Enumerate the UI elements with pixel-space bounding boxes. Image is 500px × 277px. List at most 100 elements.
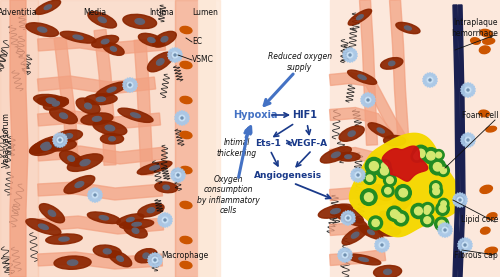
Ellipse shape (44, 97, 68, 110)
Circle shape (57, 137, 63, 143)
Circle shape (467, 139, 469, 141)
Circle shape (387, 206, 402, 221)
Polygon shape (38, 0, 175, 277)
Text: EC: EC (192, 37, 202, 47)
Ellipse shape (393, 186, 400, 191)
Ellipse shape (54, 256, 91, 269)
Polygon shape (458, 238, 472, 252)
Circle shape (365, 97, 371, 103)
Ellipse shape (130, 113, 140, 118)
Circle shape (438, 198, 449, 209)
Circle shape (439, 205, 446, 212)
Ellipse shape (138, 33, 164, 47)
Ellipse shape (37, 96, 66, 106)
Polygon shape (330, 188, 401, 206)
Ellipse shape (398, 201, 404, 207)
Ellipse shape (38, 224, 48, 230)
Ellipse shape (100, 134, 124, 144)
Ellipse shape (138, 161, 172, 175)
Polygon shape (330, 0, 500, 277)
Ellipse shape (73, 35, 83, 39)
Circle shape (394, 211, 408, 226)
Ellipse shape (135, 19, 144, 24)
Ellipse shape (336, 152, 360, 161)
Ellipse shape (40, 204, 64, 223)
Polygon shape (351, 168, 365, 182)
Ellipse shape (388, 61, 395, 66)
Ellipse shape (180, 96, 192, 104)
Circle shape (420, 214, 434, 227)
Ellipse shape (392, 138, 398, 143)
Ellipse shape (377, 128, 384, 133)
Circle shape (376, 163, 392, 179)
Circle shape (127, 82, 133, 88)
Circle shape (162, 217, 168, 223)
Text: Oxygen
consumption
by inflammatory
cells: Oxygen consumption by inflammatory cells (196, 175, 260, 215)
Polygon shape (0, 0, 38, 277)
Circle shape (433, 188, 440, 195)
Ellipse shape (342, 226, 368, 245)
Ellipse shape (124, 223, 147, 238)
Ellipse shape (368, 123, 394, 138)
Ellipse shape (345, 155, 352, 158)
Circle shape (430, 181, 442, 193)
Polygon shape (461, 83, 475, 97)
Circle shape (386, 177, 393, 183)
Polygon shape (390, 0, 408, 135)
Ellipse shape (156, 59, 164, 65)
Circle shape (438, 220, 446, 228)
Polygon shape (94, 29, 116, 165)
Ellipse shape (180, 166, 192, 174)
Text: HIF1: HIF1 (292, 110, 318, 120)
Polygon shape (330, 250, 386, 265)
Circle shape (179, 115, 185, 121)
Ellipse shape (68, 260, 78, 265)
Ellipse shape (386, 230, 393, 234)
Ellipse shape (374, 265, 402, 277)
Ellipse shape (330, 209, 340, 214)
Circle shape (380, 242, 385, 248)
Ellipse shape (44, 5, 52, 9)
Circle shape (345, 215, 351, 221)
Circle shape (462, 242, 468, 248)
Ellipse shape (348, 9, 372, 25)
Polygon shape (175, 0, 198, 277)
Ellipse shape (26, 23, 58, 37)
Circle shape (397, 214, 405, 222)
Circle shape (378, 160, 391, 172)
Circle shape (427, 77, 433, 83)
Circle shape (342, 252, 348, 258)
Ellipse shape (110, 47, 116, 51)
Ellipse shape (356, 15, 363, 20)
Ellipse shape (109, 137, 115, 141)
Ellipse shape (99, 216, 108, 220)
Ellipse shape (123, 14, 156, 29)
Ellipse shape (48, 210, 56, 216)
Polygon shape (453, 193, 467, 207)
Circle shape (457, 197, 463, 203)
Circle shape (422, 206, 432, 217)
Ellipse shape (103, 43, 124, 55)
Ellipse shape (34, 94, 68, 106)
Circle shape (355, 172, 361, 178)
Ellipse shape (339, 126, 364, 141)
Ellipse shape (96, 97, 106, 101)
Text: VSMC: VSMC (192, 55, 214, 65)
Circle shape (467, 89, 469, 91)
Ellipse shape (26, 219, 61, 235)
Text: Vasa vasorum: Vasa vasorum (2, 113, 12, 167)
Polygon shape (53, 133, 67, 147)
Ellipse shape (332, 152, 340, 158)
Polygon shape (168, 48, 182, 62)
Ellipse shape (152, 31, 176, 47)
Ellipse shape (60, 151, 82, 166)
Ellipse shape (30, 136, 60, 154)
Ellipse shape (30, 139, 63, 155)
Circle shape (381, 244, 383, 246)
Polygon shape (38, 252, 162, 269)
Circle shape (434, 163, 442, 171)
Ellipse shape (359, 225, 383, 239)
Circle shape (429, 79, 431, 81)
Circle shape (395, 185, 411, 201)
Ellipse shape (88, 12, 117, 28)
